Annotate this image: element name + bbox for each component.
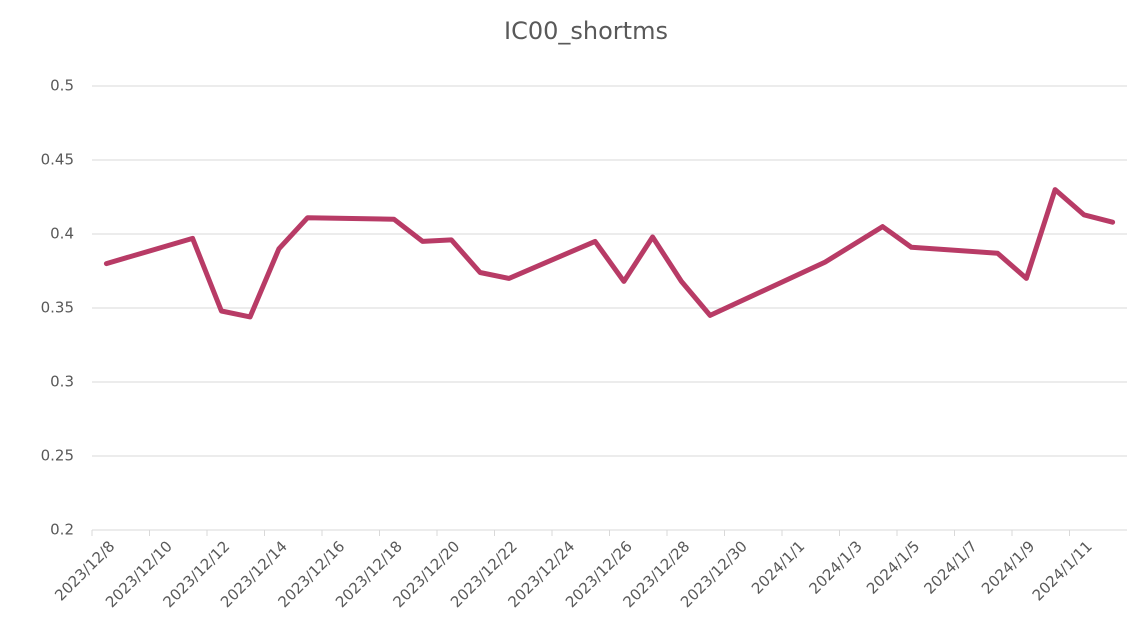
y-tick-label: 0.4: [50, 225, 74, 243]
y-tick-label: 0.3: [50, 373, 74, 391]
x-tick-label: 2024/1/7: [921, 537, 981, 597]
y-tick-label: 0.5: [50, 77, 74, 95]
chart-title: IC00_shortms: [504, 17, 668, 45]
x-tick-label: 2024/1/5: [863, 537, 923, 597]
data-line: [103, 187, 1116, 320]
x-tick-label: 2024/1/11: [1029, 537, 1096, 604]
x-tick-label: 2024/1/1: [748, 537, 808, 597]
y-tick-label: 0.35: [41, 299, 74, 317]
x-tick-label: 2024/1/9: [978, 537, 1038, 597]
x-tick-label: 2024/1/3: [806, 537, 866, 597]
y-tick-label: 0.45: [41, 151, 74, 169]
y-tick-label: 0.2: [50, 521, 74, 539]
y-tick-label: 0.25: [41, 447, 74, 465]
